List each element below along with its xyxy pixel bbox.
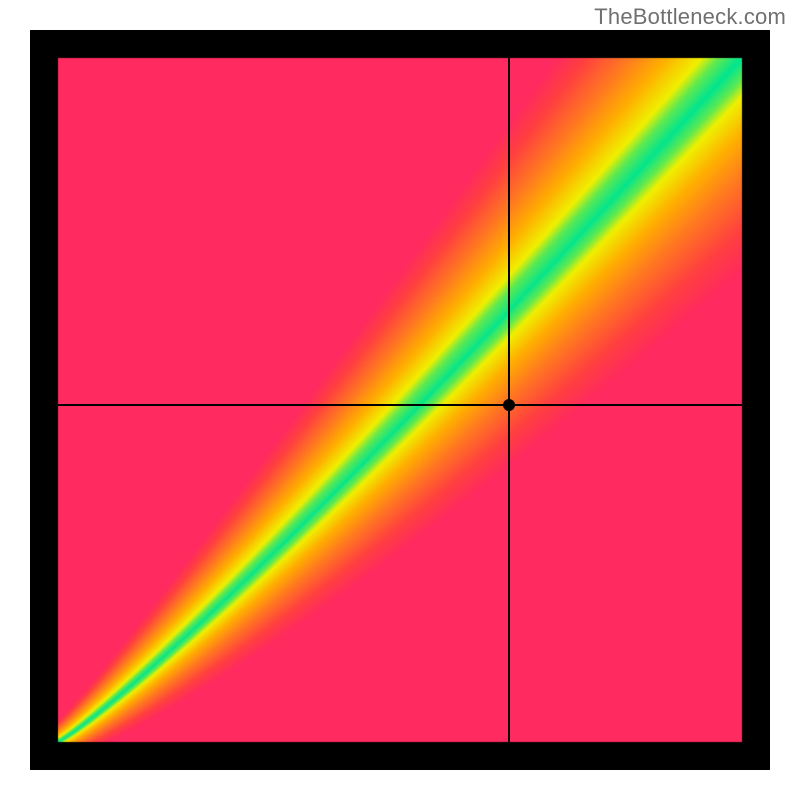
- attribution-text: TheBottleneck.com: [594, 4, 786, 30]
- crosshair-horizontal: [58, 404, 742, 406]
- heatmap-canvas: [30, 30, 770, 770]
- figure-container: TheBottleneck.com: [0, 0, 800, 800]
- plot-area: [30, 30, 770, 770]
- crosshair-marker: [503, 399, 515, 411]
